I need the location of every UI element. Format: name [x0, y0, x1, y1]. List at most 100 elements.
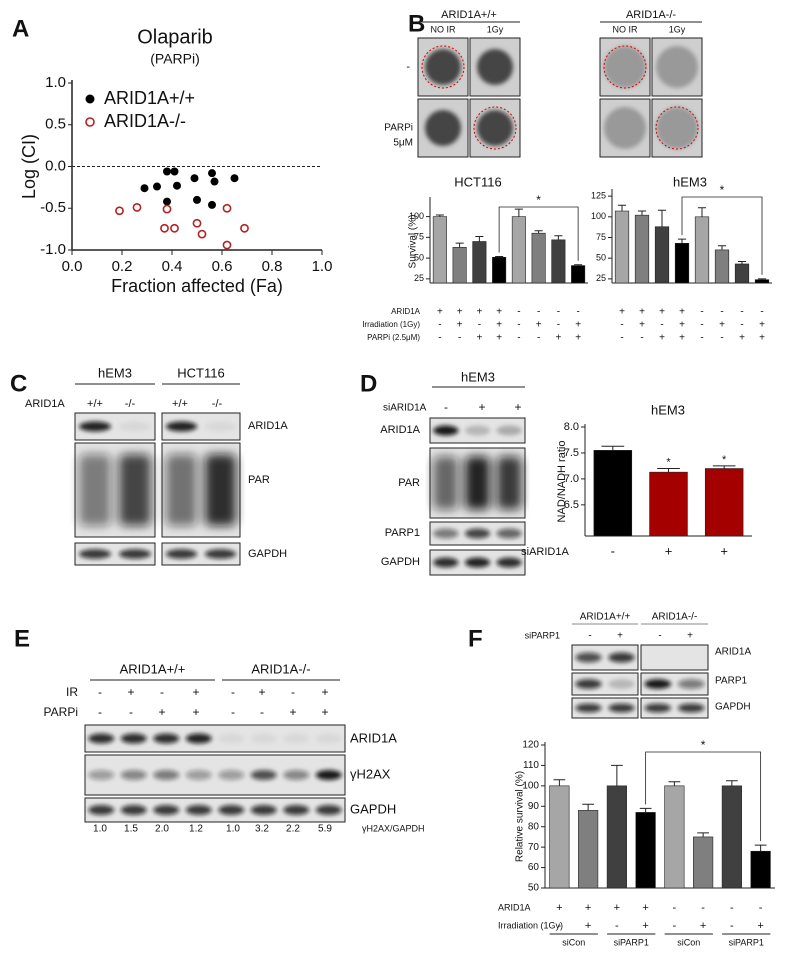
band-label: GAPDH [350, 801, 396, 816]
row-value: + [476, 333, 482, 344]
row-value: + [659, 333, 665, 344]
cell-line: hEM3 [461, 369, 495, 384]
point [163, 197, 171, 206]
error-bar [601, 445, 625, 451]
quantification: 5.9 [318, 824, 332, 835]
x-tick-label: 0.8 [262, 258, 283, 275]
x-tick-label: + [720, 543, 728, 558]
point [170, 167, 179, 176]
x-tick-label: 0.6 [212, 258, 233, 275]
bar [578, 810, 599, 889]
y-tick-label: 100 [591, 211, 606, 221]
bar [571, 265, 586, 284]
row-value: + [642, 920, 648, 932]
blot-band [218, 733, 245, 744]
row-value: + [614, 902, 620, 914]
condition-label: NO IR [430, 24, 456, 34]
lane-value: + [514, 400, 521, 414]
cell-line: hEM3 [98, 365, 132, 380]
error-bar [639, 807, 652, 813]
error-bar [657, 209, 667, 227]
error-bar [534, 230, 543, 234]
row-value: - [700, 333, 703, 344]
error-bar [754, 844, 767, 852]
blot-band [677, 679, 705, 689]
blot-band [315, 770, 342, 780]
row-value: - [458, 333, 461, 344]
group-header: ARID1A+/+ [441, 9, 497, 21]
blot-band [496, 557, 522, 568]
quantification: 2.2 [286, 824, 300, 835]
quantification: 1.2 [189, 824, 203, 835]
y-tick-label: 80 [528, 821, 540, 832]
chart-title: hEM3 [651, 402, 685, 417]
point [210, 177, 219, 186]
error-bar [582, 803, 594, 811]
significance-label: * [536, 193, 541, 207]
lane-label: ARID1A [25, 398, 65, 410]
bar [606, 785, 627, 889]
row-value: - [640, 333, 643, 344]
panel-label: A [12, 15, 29, 42]
blot-band [120, 733, 147, 744]
row-value: - [517, 320, 520, 331]
row-value: + [759, 320, 765, 331]
panel-label: C [10, 370, 27, 397]
y-tick-label: 100 [409, 211, 424, 221]
row-value: - [700, 320, 703, 331]
group-label: siPARP1 [614, 937, 649, 947]
blot-smear [165, 454, 198, 526]
row-value: + [679, 333, 685, 344]
bar [593, 450, 633, 537]
quantification: 1.0 [93, 824, 107, 835]
blot-band [464, 528, 491, 539]
y-tick-label: 110 [523, 760, 539, 771]
value-annotation: * [722, 454, 727, 466]
bar [654, 226, 670, 284]
y-axis-label: NAD/NADH ratio [556, 441, 568, 523]
y-tick-label: -1.0 [40, 241, 66, 258]
blot-band [250, 733, 277, 744]
row-value: + [575, 333, 581, 344]
lane-value: - [129, 705, 133, 719]
lane-label: siARID1A [383, 403, 427, 414]
row-value: - [740, 307, 743, 318]
chart-title: Olaparib [137, 26, 213, 48]
point [173, 181, 181, 190]
significance-bracket [498, 206, 579, 261]
point [193, 195, 201, 204]
row-value: - [557, 320, 560, 331]
blot-band [185, 805, 212, 815]
error-bar [737, 260, 747, 264]
blot-band [218, 770, 245, 780]
blot-band [250, 805, 277, 815]
row-value: - [557, 307, 560, 318]
point [208, 169, 216, 178]
row-label: PARPi [384, 123, 413, 134]
legend-label: ARID1A+/+ [104, 88, 195, 108]
row-value: - [537, 307, 540, 318]
bar [664, 785, 685, 889]
group-label: siCon [677, 937, 700, 947]
lane-value: - [231, 705, 235, 719]
band-label: PAR [398, 477, 420, 489]
y-tick-label: -0.5 [40, 199, 66, 216]
band-label: GAPDH [381, 556, 420, 568]
group-label: siCon [562, 937, 585, 947]
blot-band [608, 652, 635, 663]
y-tick-label: 75 [414, 232, 424, 242]
quantification: 3.2 [255, 824, 269, 835]
row-value: - [700, 307, 703, 318]
spheroid [656, 107, 698, 149]
y-tick-label: 8.0 [564, 421, 579, 433]
lane-value: -/- [125, 398, 136, 410]
point [170, 223, 179, 233]
blot-strip [571, 672, 639, 696]
row-value: + [575, 320, 581, 331]
spheroid [425, 49, 461, 85]
row-value: - [558, 920, 562, 932]
row-value: + [719, 320, 725, 331]
blot-band [644, 703, 672, 713]
spheroid [477, 110, 513, 146]
error-bar [455, 242, 464, 248]
